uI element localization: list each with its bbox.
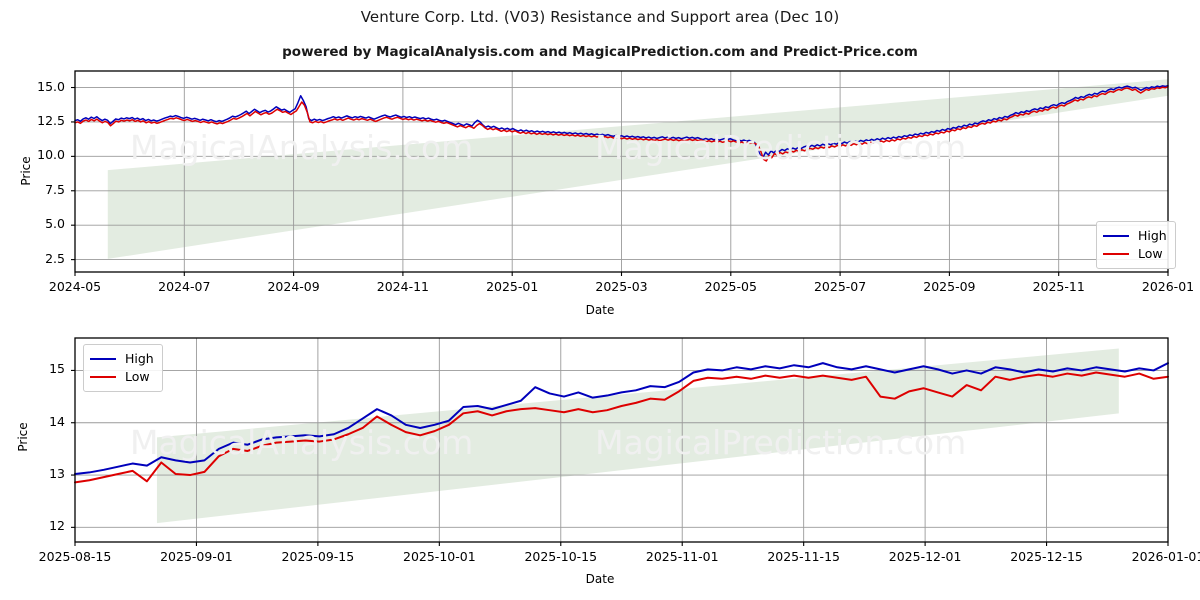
- x-tick-label: 2025-09-01: [160, 549, 233, 564]
- overview-legend: High Low: [1096, 221, 1176, 269]
- x-tick-label: 2025-08-15: [38, 549, 112, 564]
- legend-swatch-low: [1103, 253, 1129, 255]
- x-tick-label: 2025-03: [595, 279, 648, 294]
- x-tick-label: 2025-09-15: [281, 549, 355, 564]
- zoom-chart-panel: [0, 320, 1200, 600]
- x-tick-label: 2025-01: [486, 279, 539, 294]
- legend-label-low: Low: [125, 369, 150, 384]
- x-tick-label: 2025-05: [704, 279, 757, 294]
- legend-label-high: High: [125, 351, 154, 366]
- x-tick-label: 2025-10-15: [524, 549, 598, 564]
- series-line-low: [74, 371, 1169, 484]
- overview-chart-panel: [71, 70, 1169, 276]
- plot-frame: [74, 337, 1169, 543]
- support-resistance-band: [107, 79, 1168, 259]
- zoom-x-axis-label: Date: [585, 572, 615, 586]
- y-tick-label: 15: [49, 361, 65, 377]
- x-tick-label: 2025-09: [923, 279, 976, 294]
- y-tick-label: 5.0: [45, 216, 65, 232]
- x-tick-label: 2024-05: [48, 279, 102, 294]
- y-tick-label: 15.0: [37, 78, 65, 94]
- legend-label-low: Low: [1138, 246, 1163, 261]
- series-line-high: [74, 84, 1169, 159]
- series-line-high: [74, 362, 1169, 475]
- x-tick-label: 2025-10-01: [403, 549, 476, 564]
- zoom-legend: High Low: [83, 344, 163, 392]
- overview-chart-svg: [71, 70, 1169, 276]
- page-title: Venture Corp. Ltd. (V03) Resistance and …: [360, 8, 840, 26]
- legend-row-high: High: [90, 350, 154, 368]
- legend-swatch-high: [1103, 235, 1129, 237]
- y-tick-label: 14: [49, 413, 65, 429]
- x-tick-label: 2025-07: [813, 279, 867, 294]
- legend-row-low: Low: [1103, 245, 1167, 263]
- x-tick-label: 2026-01-01: [1131, 549, 1200, 564]
- y-tick-label: 13: [49, 466, 65, 482]
- y-tick-label: 2.5: [45, 250, 65, 266]
- x-tick-label: 2025-11-15: [767, 549, 840, 564]
- x-tick-label: 2025-12-15: [1010, 549, 1083, 564]
- legend-swatch-high: [90, 358, 116, 360]
- x-tick-label: 2024-11: [376, 279, 429, 294]
- x-tick-label: 2025-11: [1032, 279, 1085, 294]
- zoom-chart-svg: [71, 337, 1169, 546]
- series-line-low: [74, 85, 1169, 162]
- y-tick-label: 12: [49, 518, 65, 534]
- x-tick-label: 2024-09: [267, 279, 320, 294]
- y-tick-label: 12.5: [37, 112, 65, 128]
- legend-row-high: High: [1103, 227, 1167, 245]
- legend-row-low: Low: [90, 368, 154, 386]
- y-tick-label: 10.0: [37, 147, 65, 163]
- x-tick-label: 2025-12-01: [888, 549, 962, 564]
- legend-swatch-low: [90, 376, 116, 378]
- x-tick-label: 2025-11-01: [645, 549, 719, 564]
- x-tick-label: 2026-01: [1141, 279, 1195, 294]
- x-tick-label: 2024-07: [158, 279, 211, 294]
- y-tick-label: 7.5: [45, 181, 65, 197]
- legend-label-high: High: [1138, 228, 1167, 243]
- page-subtitle: powered by MagicalAnalysis.com and Magic…: [282, 44, 918, 60]
- overview-x-axis-label: Date: [585, 303, 615, 317]
